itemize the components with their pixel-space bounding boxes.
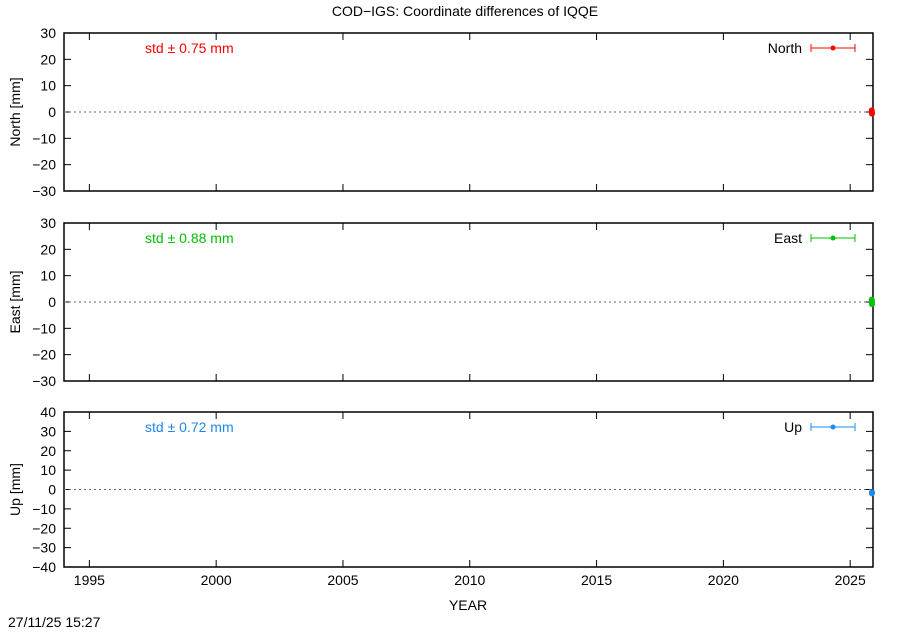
x-tick-label: 2015 (581, 572, 612, 588)
y-tick-label: 0 (48, 482, 56, 498)
y-tick-label: −30 (32, 183, 56, 199)
x-tick-label: 2010 (454, 572, 485, 588)
x-tick-label: 2005 (327, 572, 358, 588)
y-tick-label: 20 (40, 241, 56, 257)
y-tick-label: −20 (32, 347, 56, 363)
x-axis-label: YEAR (449, 597, 487, 613)
y-axis-label: Up [mm] (7, 463, 23, 516)
y-tick-label: 10 (40, 462, 56, 478)
y-tick-label: 10 (40, 78, 56, 94)
legend-marker (830, 45, 836, 51)
y-tick-label: 0 (48, 104, 56, 120)
legend-label: East (774, 230, 802, 246)
x-tick-label: 2025 (835, 572, 866, 588)
chart-title: COD−IGS: Coordinate differences of IQQE (332, 3, 598, 19)
data-point (869, 301, 875, 308)
y-tick-label: −20 (32, 520, 56, 536)
data-point (869, 490, 875, 497)
y-tick-label: 0 (48, 294, 56, 310)
std-annotation: std ± 0.72 mm (145, 419, 234, 435)
legend-label: Up (784, 419, 802, 435)
y-tick-label: 40 (40, 404, 56, 420)
y-axis-label: North [mm] (7, 77, 23, 146)
y-tick-label: −10 (32, 501, 56, 517)
y-axis-label: East [mm] (7, 270, 23, 333)
y-tick-label: −20 (32, 157, 56, 173)
legend-marker (830, 235, 836, 241)
y-tick-label: 30 (40, 423, 56, 439)
std-annotation: std ± 0.88 mm (145, 230, 234, 246)
y-tick-label: −10 (32, 130, 56, 146)
x-tick-label: 1995 (74, 572, 105, 588)
y-tick-label: −30 (32, 540, 56, 556)
std-annotation: std ± 0.75 mm (145, 40, 234, 56)
y-tick-label: 20 (40, 443, 56, 459)
y-tick-label: −40 (32, 559, 56, 575)
y-tick-label: −10 (32, 320, 56, 336)
legend-marker (830, 424, 836, 430)
y-tick-label: 10 (40, 268, 56, 284)
y-tick-label: 30 (40, 25, 56, 41)
y-tick-label: 20 (40, 51, 56, 67)
data-point (869, 110, 875, 117)
y-tick-label: 30 (40, 215, 56, 231)
legend-label: North (768, 40, 802, 56)
x-tick-label: 2020 (708, 572, 739, 588)
y-tick-label: −30 (32, 373, 56, 389)
timestamp: 27/11/25 15:27 (8, 614, 101, 630)
x-tick-label: 2000 (201, 572, 232, 588)
